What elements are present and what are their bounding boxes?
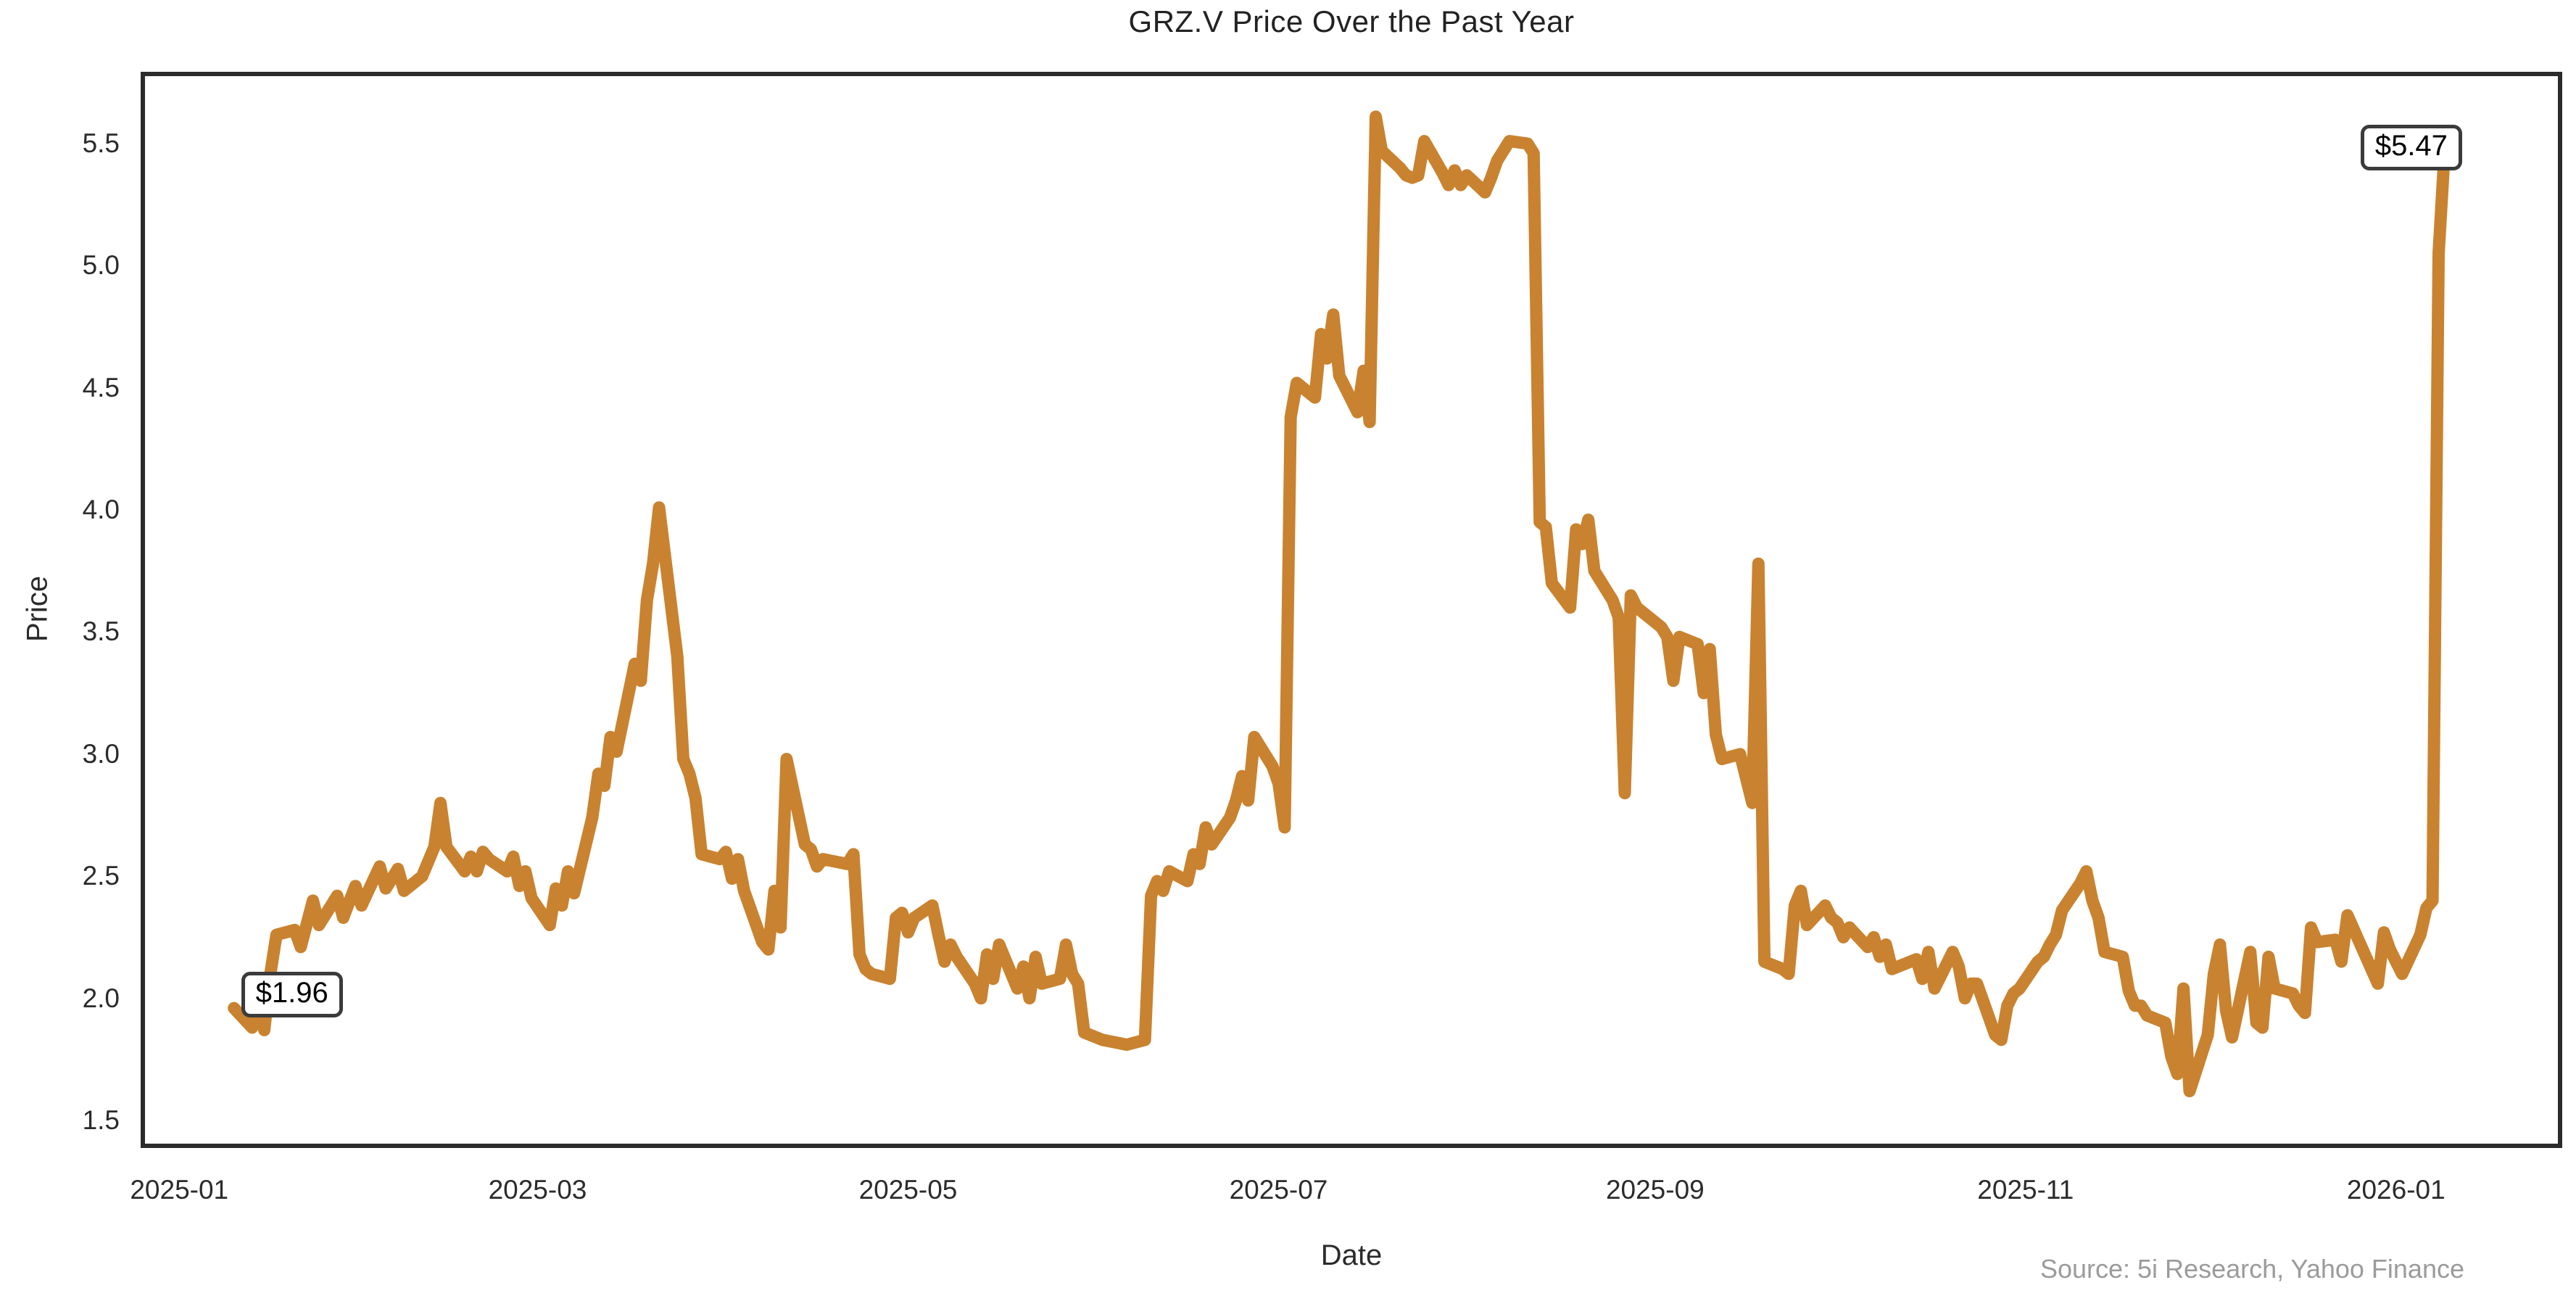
x-tick-label: 2025-01 <box>130 1175 229 1205</box>
x-tick-label: 2025-09 <box>1605 1175 1705 1205</box>
price-annotation: $1.96 <box>241 972 343 1018</box>
y-tick-label: 2.0 <box>82 983 120 1013</box>
chart-title: GRZ.V Price Over the Past Year <box>1128 4 1575 38</box>
x-axis-title: Date <box>1320 1239 1383 1271</box>
y-tick-label: 1.5 <box>82 1104 120 1135</box>
y-tick-label: 5.5 <box>82 128 120 158</box>
x-tick-label: 2025-03 <box>488 1175 587 1205</box>
y-tick-label: 3.5 <box>82 616 120 647</box>
price-line-series <box>228 110 2451 1098</box>
y-tick-label: 4.5 <box>82 372 120 402</box>
price-annotation: $5.47 <box>2360 125 2462 171</box>
plot-border <box>141 72 2562 1148</box>
x-tick-label: 2025-11 <box>1977 1175 2074 1205</box>
y-tick-label: 2.5 <box>82 861 120 891</box>
x-tick-label: 2025-05 <box>858 1175 958 1205</box>
y-tick-label: 5.0 <box>82 250 120 281</box>
y-tick-label: 4.0 <box>82 495 120 525</box>
source-note: Source: 5i Research, Yahoo Finance <box>2039 1254 2464 1284</box>
x-tick-label: 2026-01 <box>2346 1175 2445 1205</box>
x-tick-label: 2025-07 <box>1229 1175 1328 1205</box>
y-axis-title: Price <box>21 575 54 643</box>
y-tick-label: 3.0 <box>82 738 120 769</box>
